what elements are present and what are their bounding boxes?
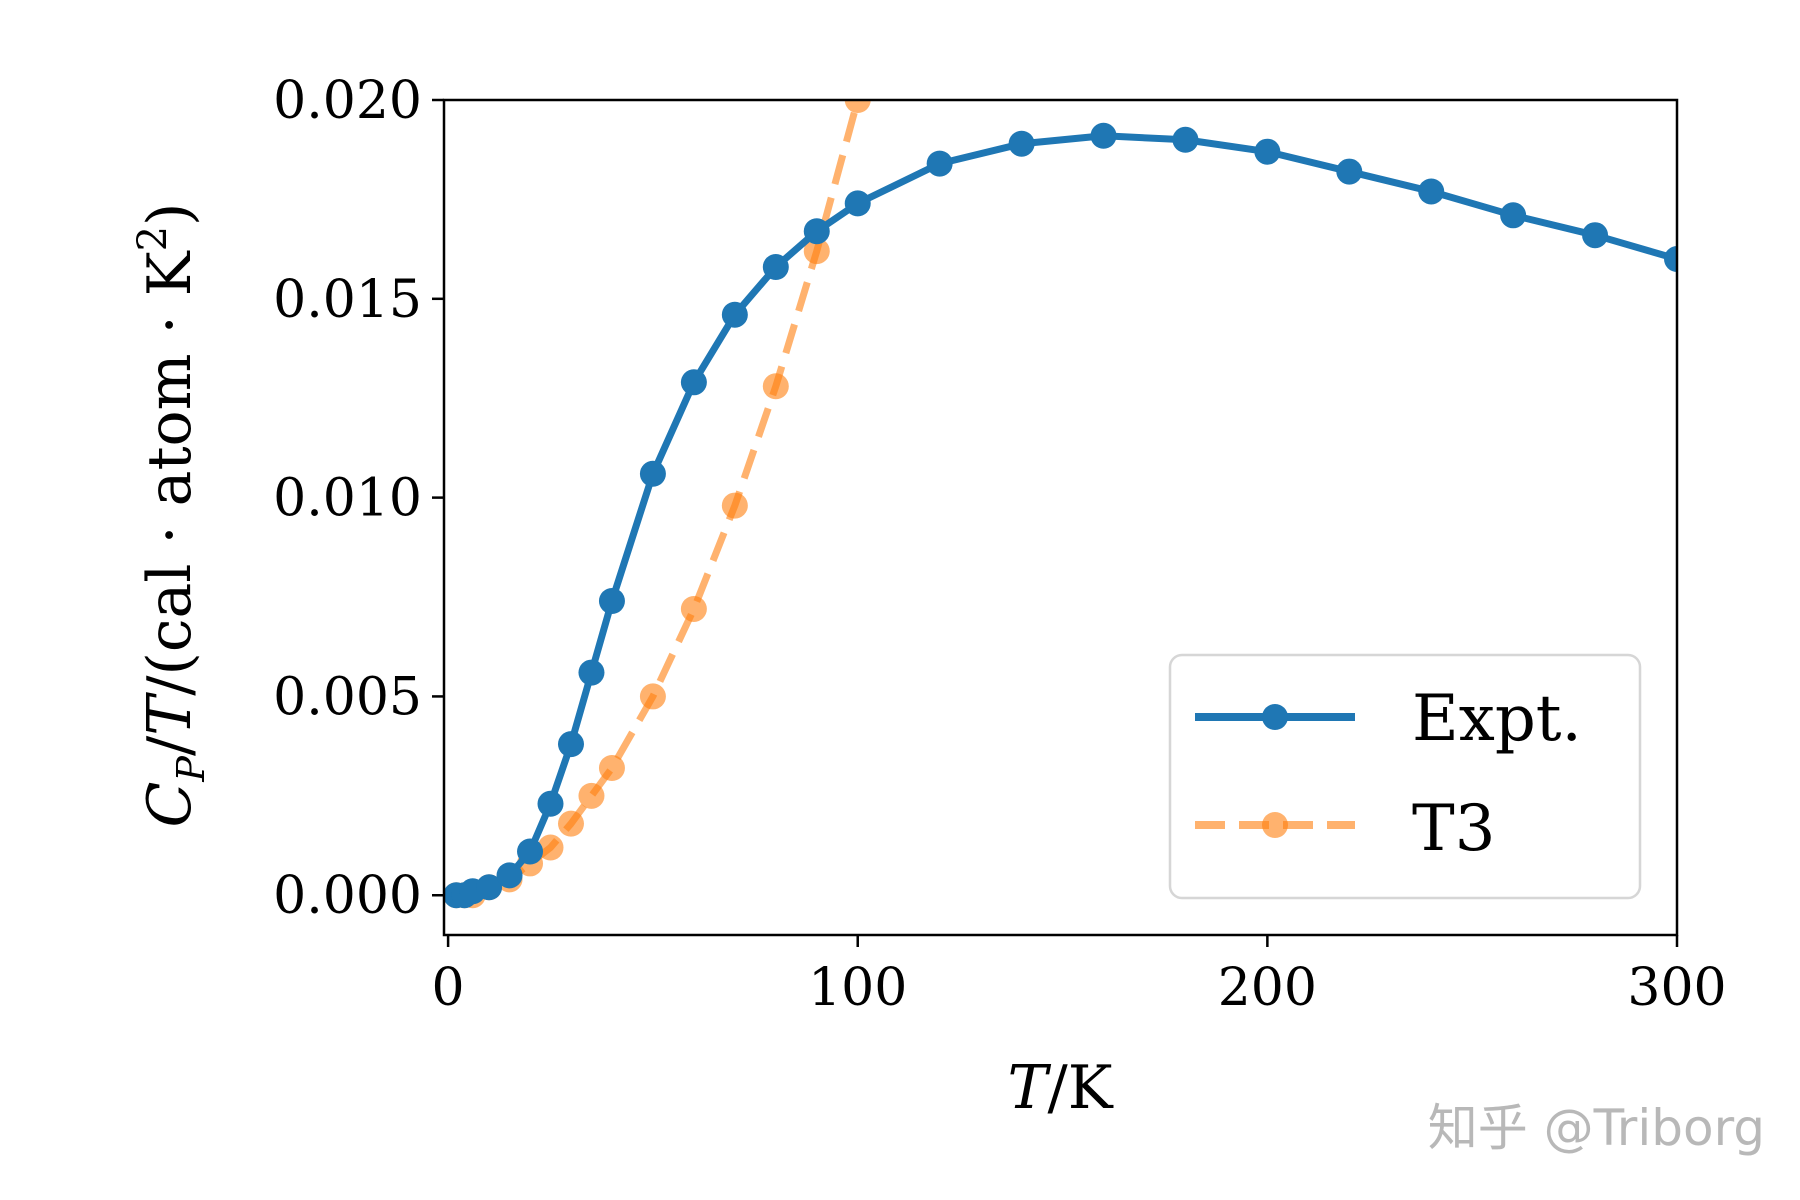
data-point-t3 bbox=[844, 100, 871, 113]
plot-frame bbox=[442, 98, 1679, 937]
data-point-expt bbox=[844, 190, 871, 217]
y-axis: 0.000 0.005 0.010 0.015 0.020 bbox=[273, 71, 444, 926]
data-point-expt bbox=[1254, 138, 1281, 165]
x-axis: 0 100 200 300 bbox=[432, 935, 1727, 1018]
watermark: 知乎 @Triborg bbox=[1428, 1099, 1765, 1157]
legend-label-t3: T3 bbox=[1412, 792, 1495, 866]
y-axis-title: CP/T/(cal · atom · K2) bbox=[130, 203, 213, 828]
series-layer bbox=[444, 100, 1677, 909]
y-tick-label: 0.010 bbox=[273, 469, 422, 529]
data-point-t3 bbox=[680, 595, 707, 622]
data-point-t3 bbox=[721, 492, 748, 519]
data-point-expt bbox=[1500, 202, 1527, 229]
x-tick-label: 100 bbox=[808, 958, 907, 1018]
y-tick-label: 0.005 bbox=[273, 667, 422, 727]
data-point-expt bbox=[578, 659, 605, 686]
data-point-expt bbox=[1336, 158, 1363, 185]
data-point-expt bbox=[926, 150, 953, 177]
data-point-t3 bbox=[598, 755, 625, 781]
data-point-expt bbox=[557, 731, 584, 758]
data-point-expt bbox=[496, 862, 523, 889]
legend-marker-t3 bbox=[1262, 812, 1288, 838]
data-point-expt bbox=[639, 460, 666, 487]
x-axis-title: T/K bbox=[1007, 1053, 1113, 1123]
data-point-t3 bbox=[578, 782, 605, 809]
series-line-t3 bbox=[456, 100, 862, 899]
x-tick-label: 0 bbox=[432, 958, 465, 1018]
data-point-t3 bbox=[639, 683, 666, 710]
data-point-t3 bbox=[557, 810, 584, 837]
y-tick-label: 0.000 bbox=[273, 866, 422, 926]
data-point-expt bbox=[680, 369, 707, 396]
data-point-expt bbox=[1008, 130, 1035, 157]
data-point-expt bbox=[517, 838, 544, 865]
data-point-expt bbox=[537, 790, 564, 817]
x-tick-label: 200 bbox=[1218, 958, 1317, 1018]
data-point-expt bbox=[1172, 126, 1199, 153]
data-point-expt bbox=[476, 874, 503, 901]
data-point-expt bbox=[721, 301, 748, 328]
data-point-expt bbox=[762, 254, 789, 280]
legend: Expt. T3 bbox=[1168, 653, 1642, 900]
data-point-t3 bbox=[803, 238, 830, 265]
legend-marker-expt bbox=[1262, 704, 1288, 730]
data-point-expt bbox=[803, 218, 830, 245]
y-tick-label: 0.020 bbox=[273, 71, 422, 131]
data-point-t3 bbox=[762, 373, 789, 400]
data-point-expt bbox=[1664, 246, 1677, 273]
data-point-expt bbox=[1418, 178, 1445, 205]
data-point-expt bbox=[1582, 222, 1609, 249]
data-point-expt bbox=[598, 588, 625, 614]
legend-label-expt: Expt. bbox=[1412, 682, 1582, 756]
x-tick-label: 300 bbox=[1627, 958, 1726, 1018]
data-point-t3 bbox=[537, 834, 564, 861]
y-tick-label: 0.015 bbox=[273, 270, 422, 330]
data-point-expt bbox=[1090, 122, 1117, 149]
